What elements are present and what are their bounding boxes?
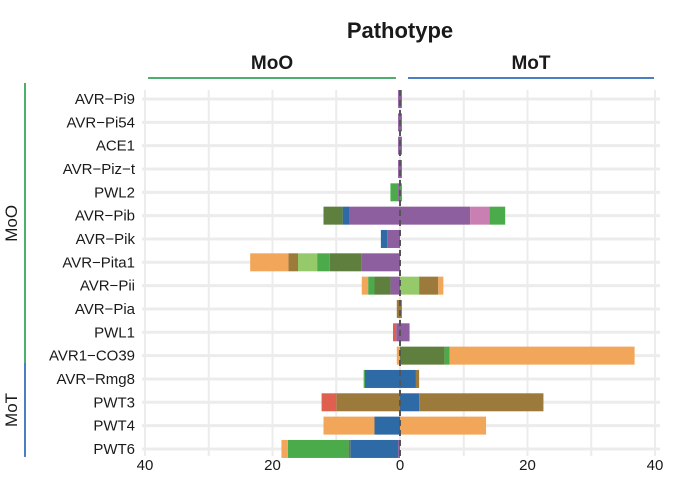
bar-moo-olive-green-avr-pii xyxy=(374,276,391,295)
bar-moo-red-pwl1 xyxy=(392,323,397,342)
bar-mot-green-avr-pib xyxy=(489,206,506,225)
category-label-avr-rmg8: AVR−Rmg8 xyxy=(56,371,135,388)
bar-moo-orange-avr-pii xyxy=(361,276,369,295)
bar-mot-pink-avr-pib xyxy=(470,206,490,225)
category-label-pwl1: PWL1 xyxy=(94,324,135,341)
bar-moo-dark-blue-pwt6 xyxy=(350,439,399,458)
bar-mot-orange-pwt4 xyxy=(400,416,487,435)
bar-moo-brown-avr-pita1 xyxy=(288,253,298,272)
bar-moo-dark-blue-avr-pik xyxy=(380,229,388,248)
bar-moo-brown-avr-pia xyxy=(396,299,400,318)
bar-mot-brown-pwt3 xyxy=(419,393,544,412)
bar-moo-purple-avr-pii xyxy=(390,276,400,295)
bar-moo-brown-pwt3 xyxy=(336,393,400,412)
panel-label-mot: MoT xyxy=(511,53,550,74)
bar-moo-orange-pwt6 xyxy=(281,439,288,458)
panel-label-moo: MoO xyxy=(251,53,293,74)
category-label-pwl2: PWL2 xyxy=(94,184,135,201)
category-label-avr-piz-t: AVR−Piz−t xyxy=(63,161,136,178)
bar-mot-brown-avr-pii xyxy=(419,276,439,295)
x-tick-label: 40 xyxy=(137,457,154,474)
bar-mot-purple-avr-pi9 xyxy=(400,90,402,108)
bar-moo-purple-avr-pita1 xyxy=(361,253,400,272)
category-label-avr-pii: AVR−Pii xyxy=(80,278,135,295)
bar-mot-brown-avr-pia xyxy=(400,299,402,318)
bar-moo-purple-avr-pib xyxy=(349,206,400,225)
bar-moo-purple-avr-pik xyxy=(387,229,400,248)
bar-moo-purple-avr-piz-t xyxy=(398,159,400,178)
category-label-ace1: ACE1 xyxy=(96,138,135,155)
bar-moo-green-pwt6 xyxy=(287,439,349,458)
x-axis-labels: 40 20 0 20 40 xyxy=(137,457,664,474)
bar-moo-orange-pwt4 xyxy=(323,416,375,435)
bar-moo-purple-pwt6 xyxy=(398,439,400,458)
category-label-avr1-co39: AVR1−CO39 xyxy=(49,348,135,365)
bars xyxy=(250,90,635,458)
bar-moo-dark-blue-pwt4 xyxy=(374,416,400,435)
x-tick-label: 40 xyxy=(647,457,664,474)
category-label-avr-pi54: AVR−Pi54 xyxy=(66,114,135,131)
bar-mot-purple-pwl1 xyxy=(400,323,410,342)
bar-mot-light-green-avr-pii xyxy=(400,276,420,295)
category-label-avr-pi9: AVR−Pi9 xyxy=(75,91,135,108)
bar-moo-olive-green-avr-pita1 xyxy=(329,253,362,272)
bar-moo-dark-blue-avr-pib xyxy=(342,206,349,225)
bar-moo-green-avr-pii xyxy=(368,276,375,295)
x-tick-label: 20 xyxy=(519,457,536,474)
bar-mot-orange-avr1-co39 xyxy=(449,346,635,365)
bar-mot-dark-blue-pwt3 xyxy=(400,393,420,412)
bar-moo-light-green-avr-pita1 xyxy=(298,253,318,272)
bar-mot-purple-avr-piz-t xyxy=(400,159,402,178)
bar-mot-green-avr1-co39 xyxy=(444,346,450,365)
bar-mot-brown-avr-rmg8 xyxy=(415,369,420,388)
chart-header: Pathotype MoO MoT xyxy=(148,18,654,79)
bar-mot-dark-blue-avr-rmg8 xyxy=(400,369,416,388)
row-group-label-mot: MoT xyxy=(2,393,21,427)
category-label-avr-pia: AVR−Pia xyxy=(75,301,136,318)
bar-moo-orange-avr-pita1 xyxy=(250,253,289,272)
bar-moo-purple-pwl1 xyxy=(396,323,400,342)
bar-moo-olive-green-avr-pib xyxy=(323,206,343,225)
chart-title: Pathotype xyxy=(347,18,453,43)
category-label-avr-pib: AVR−Pib xyxy=(75,208,135,225)
x-tick-label: 0 xyxy=(396,457,404,474)
category-label-avr-pik: AVR−Pik xyxy=(76,231,136,248)
row-group-label-moo: MoO xyxy=(2,205,21,242)
bar-moo-olive-green-pwt6 xyxy=(348,439,351,458)
x-tick-label: 20 xyxy=(264,457,281,474)
bar-mot-olive-green-avr1-co39 xyxy=(400,346,445,365)
category-label-pwt3: PWT3 xyxy=(93,394,135,411)
category-label-pwt6: PWT6 xyxy=(93,441,135,458)
y-axis-labels: AVR−Pi9 AVR−Pi54 ACE1 AVR−Piz−t PWL2 AVR−Pib A… xyxy=(49,91,136,458)
bar-moo-purple-avr-pi9 xyxy=(398,90,400,108)
bar-moo-green-avr-pita1 xyxy=(317,253,330,272)
bar-moo-dark-blue-avr-rmg8 xyxy=(364,369,400,388)
row-groups: MoO MoT xyxy=(2,83,26,457)
bar-mot-orange-avr-pii xyxy=(438,276,444,295)
bar-moo-green-avr-rmg8 xyxy=(363,369,365,388)
bar-moo-red-pwt3 xyxy=(321,393,337,412)
category-label-avr-pita1: AVR−Pita1 xyxy=(62,254,135,271)
bar-mot-purple-avr-pib xyxy=(400,206,471,225)
bar-moo-green-pwl2 xyxy=(390,183,399,202)
bar-moo-orange-avr1-co39 xyxy=(396,346,400,365)
category-label-pwt4: PWT4 xyxy=(93,418,135,435)
